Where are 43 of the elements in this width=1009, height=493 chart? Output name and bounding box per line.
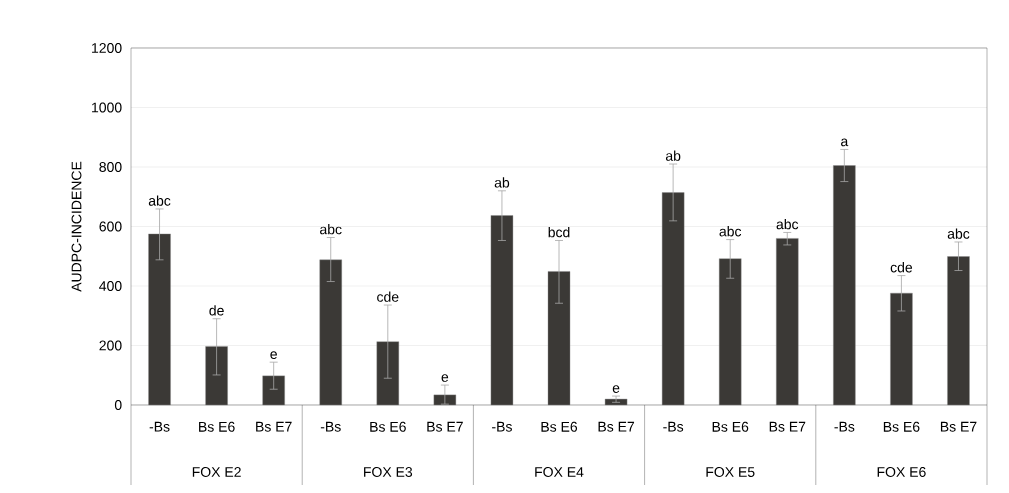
- text: FOX E2: [192, 467, 241, 477]
- y-tick-label: 400: [99, 281, 122, 291]
- text: FOX E3: [364, 467, 413, 477]
- text: FOX E6: [877, 467, 926, 477]
- x-tick-label: -Bs: [492, 421, 512, 432]
- x-tick-label: Bs E6: [370, 421, 406, 432]
- y-tick-label: 200: [99, 340, 122, 351]
- data-label: ab: [665, 150, 681, 161]
- x-tick-label: Bs E7: [256, 421, 292, 432]
- data-label: e: [270, 351, 277, 359]
- y-tick-label: 1200: [92, 43, 122, 53]
- data-label: de: [209, 305, 224, 316]
- y-tick-label: 1000: [92, 102, 122, 113]
- x-tick-label: Bs E6: [541, 421, 578, 432]
- data-label: a: [841, 138, 849, 147]
- text: FOX E4: [535, 467, 584, 477]
- y-axis-title: AUDPC-INCIDENCE: [71, 161, 82, 292]
- y-tick-label: 0: [114, 400, 122, 410]
- x-tick-label: Bs E7: [769, 421, 806, 432]
- x-tick-label: -Bs: [320, 421, 341, 432]
- data-label: e: [441, 374, 449, 382]
- y-tick-label: 800: [99, 162, 122, 172]
- data-label: abc: [148, 195, 171, 206]
- data-label: abc: [719, 226, 742, 237]
- x-tick-label: -Bs: [834, 421, 855, 432]
- data-label: ab: [494, 177, 510, 188]
- data-label: cde: [890, 262, 913, 273]
- x-tick-label: Bs E7: [940, 421, 977, 432]
- x-tick-label: -Bs: [663, 421, 684, 432]
- data-label: bcd: [548, 227, 570, 238]
- data-label: abc: [320, 224, 342, 235]
- x-tick-label: Bs E7: [598, 421, 635, 432]
- x-tick-label: Bs E7: [427, 421, 463, 432]
- x-tick-label: -Bs: [149, 421, 170, 432]
- x-tick-label: Bs E6: [199, 421, 235, 432]
- y-tick-label: 600: [99, 221, 122, 232]
- x-tick-label: Bs E6: [712, 421, 749, 432]
- text: FOX E5: [706, 467, 755, 477]
- data-label: e: [612, 385, 620, 393]
- data-label: cde: [377, 291, 399, 302]
- x-tick-label: Bs E6: [883, 421, 920, 432]
- data-label: abc: [947, 228, 970, 239]
- data-label: abc: [776, 218, 799, 230]
